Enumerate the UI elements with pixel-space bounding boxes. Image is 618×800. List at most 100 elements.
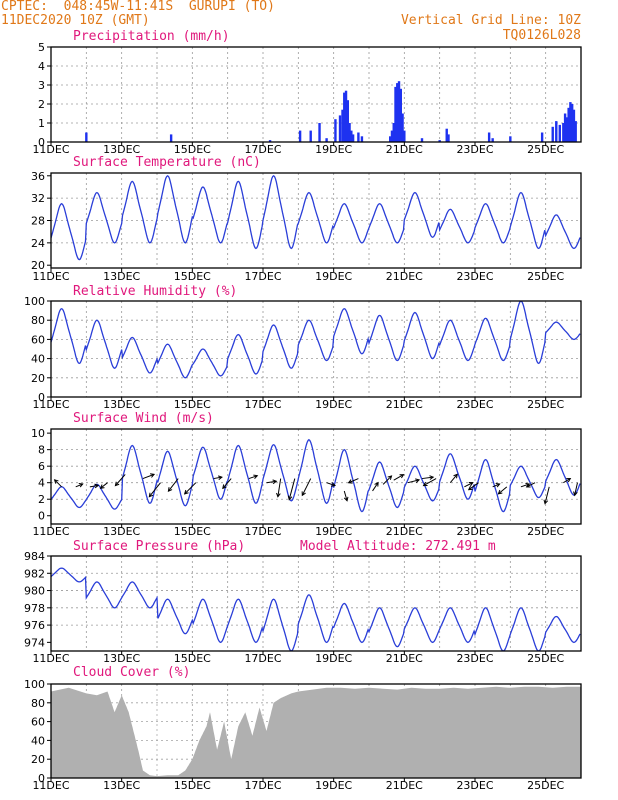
- wind-arrow-head: [387, 475, 393, 480]
- y-tick-label: 2: [38, 493, 45, 506]
- wind-arrow-head: [276, 492, 281, 498]
- x-tick-label: 23DEC: [456, 779, 493, 792]
- precip-bar: [565, 117, 569, 142]
- y-tick-label: 2: [38, 98, 45, 111]
- precip-bar: [85, 132, 88, 142]
- wind-arrow-head: [114, 481, 120, 487]
- panel-4: 974 976 978 980 982 984 11DEC 13DEC 15DEC 17DEC 19…: [24, 550, 582, 665]
- y-tick-label: 4: [38, 60, 45, 73]
- temperature-title: Surface Temperature (nC): [73, 155, 261, 170]
- x-tick-label: 13DEC: [103, 143, 140, 156]
- series-line: [51, 174, 581, 261]
- x-tick-label: 23DEC: [456, 652, 493, 665]
- wind-arrow-head: [495, 483, 501, 488]
- header-location: CPTEC: 048:45W-11:41S GURUPI (TO): [1, 0, 275, 14]
- wind-arrow-head: [94, 483, 100, 489]
- wind-arrow-head: [53, 479, 59, 484]
- wind-arrow-head: [301, 491, 306, 497]
- x-tick-label: 25DEC: [527, 779, 564, 792]
- precip-bar: [360, 136, 364, 142]
- y-tick-label: 980: [24, 585, 45, 598]
- header-model-code: TQ0126L028: [502, 28, 581, 43]
- wind-arrow-head: [374, 481, 379, 487]
- x-tick-label: 19DEC: [315, 652, 352, 665]
- y-tick-label: 40: [31, 734, 45, 747]
- x-tick-label: 13DEC: [103, 525, 140, 538]
- y-tick-label: 0: [38, 136, 45, 149]
- series-line: [51, 438, 581, 513]
- wind-arrow-head: [347, 479, 353, 484]
- precip-bar: [298, 130, 302, 142]
- wind-arrow: [326, 482, 336, 486]
- y-tick-label: 10: [31, 427, 45, 440]
- wind-arrow: [248, 475, 258, 480]
- precip-bar: [572, 109, 576, 142]
- x-tick-label: 21DEC: [386, 525, 423, 538]
- precip-bar: [346, 100, 349, 142]
- wind-arrow-head: [99, 484, 105, 489]
- wind-arrow-head: [167, 487, 173, 492]
- wind-arrow-head: [467, 485, 473, 491]
- x-tick-label: 13DEC: [103, 779, 140, 792]
- wind-arrow: [423, 478, 437, 487]
- precip-bar: [318, 123, 321, 142]
- panel-5: 0 20 40 60 80 100 11DEC 13DEC 15DEC 17DEC 19DEC 21D…: [24, 678, 582, 792]
- wind-arrow-head: [78, 483, 84, 488]
- y-tick-label: 80: [31, 697, 45, 710]
- y-tick-label: 40: [31, 353, 45, 366]
- wind-arrow: [421, 476, 434, 480]
- precip-bar: [420, 138, 424, 142]
- panel-frame: [50, 683, 582, 779]
- wind-arrow-head: [429, 475, 435, 480]
- precip-bar: [567, 107, 570, 142]
- panel-frame: [50, 300, 582, 398]
- precip-bar: [357, 132, 360, 142]
- wind-arrow-head: [415, 478, 421, 483]
- precip-bar: [574, 121, 577, 142]
- x-tick-label: 25DEC: [527, 270, 564, 283]
- x-tick-label: 25DEC: [527, 525, 564, 538]
- x-tick-label: 23DEC: [456, 270, 493, 283]
- panel-frame: [50, 555, 582, 652]
- y-tick-label: 32: [31, 192, 45, 205]
- precip-bar: [350, 130, 353, 142]
- panel-frame: [50, 172, 582, 269]
- panel-1: 20 24 28 32 36 11DEC 13DEC 15DEC 17DEC 19DEC 21DEC…: [31, 170, 582, 283]
- precip-bar: [401, 113, 404, 142]
- y-tick-label: 5: [38, 41, 45, 54]
- y-tick-label: 0: [38, 772, 45, 785]
- wind-arrow-head: [453, 473, 458, 479]
- wind-arrow: [266, 480, 277, 484]
- wind-arrow: [288, 478, 296, 500]
- header-grid-line: Vertical Grid Line: 10Z: [400, 13, 581, 28]
- y-tick-label: 100: [24, 295, 45, 308]
- wind-arrow: [148, 482, 161, 498]
- precip-bar: [396, 83, 399, 142]
- x-tick-label: 11DEC: [32, 270, 69, 283]
- x-tick-label: 23DEC: [456, 143, 493, 156]
- panel-0: 0 1 2 3 4 5 11DEC 13DEC 15DEC 17DEC 19DEC 21DEC 23DE…: [32, 41, 582, 156]
- x-tick-label: 13DEC: [103, 270, 140, 283]
- wind-arrow: [464, 482, 474, 488]
- precip-bar: [392, 123, 395, 142]
- y-tick-label: 3: [38, 79, 45, 92]
- panel-frame: [50, 428, 582, 525]
- wind-arrow: [277, 478, 282, 497]
- x-tick-label: 17DEC: [244, 779, 281, 792]
- cloud-cover-area: [51, 686, 581, 778]
- precip-bar: [563, 113, 567, 142]
- precip-bar: [487, 132, 491, 142]
- y-tick-label: 24: [31, 237, 45, 250]
- wind-arrow-head: [217, 475, 223, 481]
- x-tick-label: 11DEC: [32, 143, 69, 156]
- x-tick-label: 19DEC: [315, 398, 352, 411]
- y-tick-label: 4: [38, 477, 45, 490]
- y-tick-label: 0: [38, 391, 45, 404]
- precip-bar: [562, 123, 565, 142]
- humidity-title: Relative Humidity (%): [73, 284, 238, 299]
- precip-bar: [334, 119, 337, 142]
- wind-arrow: [348, 478, 359, 484]
- x-tick-label: 25DEC: [527, 652, 564, 665]
- wind-arrow-head: [525, 483, 531, 488]
- x-tick-label: 11DEC: [32, 525, 69, 538]
